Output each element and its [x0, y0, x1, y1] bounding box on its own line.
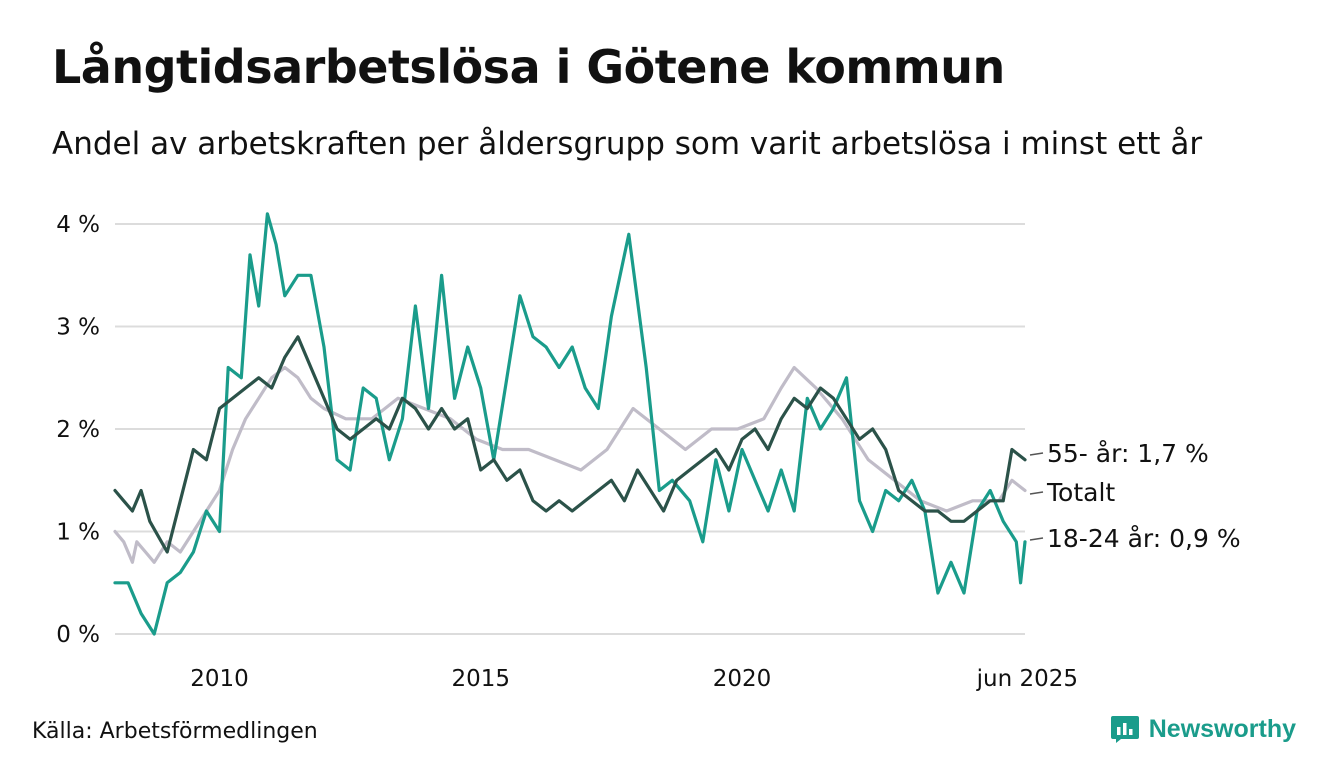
- chart-subtitle: Andel av arbetskraften per åldersgrupp s…: [52, 126, 1203, 162]
- source-note: Källa: Arbetsförmedlingen: [32, 719, 318, 744]
- x-axis-ticks: 2010 2015 2020 jun 2025: [190, 666, 1078, 692]
- chart-title: Långtidsarbetslösa i Götene kommun: [52, 40, 1005, 94]
- series-line: [113, 365, 1027, 564]
- label-connector: [1029, 452, 1044, 456]
- x-tick-label: jun 2025: [976, 666, 1078, 692]
- end-labels: Totalt 18-24 år: 0,9 % 55- år: 1,7 %: [1029, 439, 1241, 553]
- series-end-label: 18-24 år: 0,9 %: [1047, 524, 1241, 553]
- label-connector: [1029, 491, 1044, 495]
- series-line: [113, 212, 1027, 636]
- y-tick-label: 1 %: [56, 520, 100, 546]
- series-end-label: Totalt: [1046, 478, 1115, 507]
- brand-logo: Newsworthy: [1110, 714, 1296, 744]
- x-tick-label: 2015: [451, 666, 510, 692]
- y-tick-label: 4 %: [56, 212, 100, 238]
- series-end-label: 55- år: 1,7 %: [1047, 439, 1209, 468]
- y-tick-label: 0 %: [56, 622, 100, 648]
- series-line: [113, 335, 1027, 554]
- y-tick-label: 2 %: [56, 417, 100, 443]
- line-chart: 0 % 1 % 2 % 3 % 4 % 2010 2015 2020 jun 2025 Tot…: [56, 212, 1241, 692]
- y-tick-label: 3 %: [56, 315, 100, 341]
- label-connector: [1029, 537, 1044, 541]
- x-tick-label: 2010: [190, 666, 249, 692]
- newsworthy-logo-icon: [1110, 716, 1139, 743]
- y-axis-ticks: 0 % 1 % 2 % 3 % 4 %: [56, 212, 100, 648]
- x-tick-label: 2020: [713, 666, 772, 692]
- gridlines: [115, 223, 1025, 635]
- brand-name: Newsworthy: [1148, 714, 1296, 743]
- series-lines: [113, 212, 1027, 636]
